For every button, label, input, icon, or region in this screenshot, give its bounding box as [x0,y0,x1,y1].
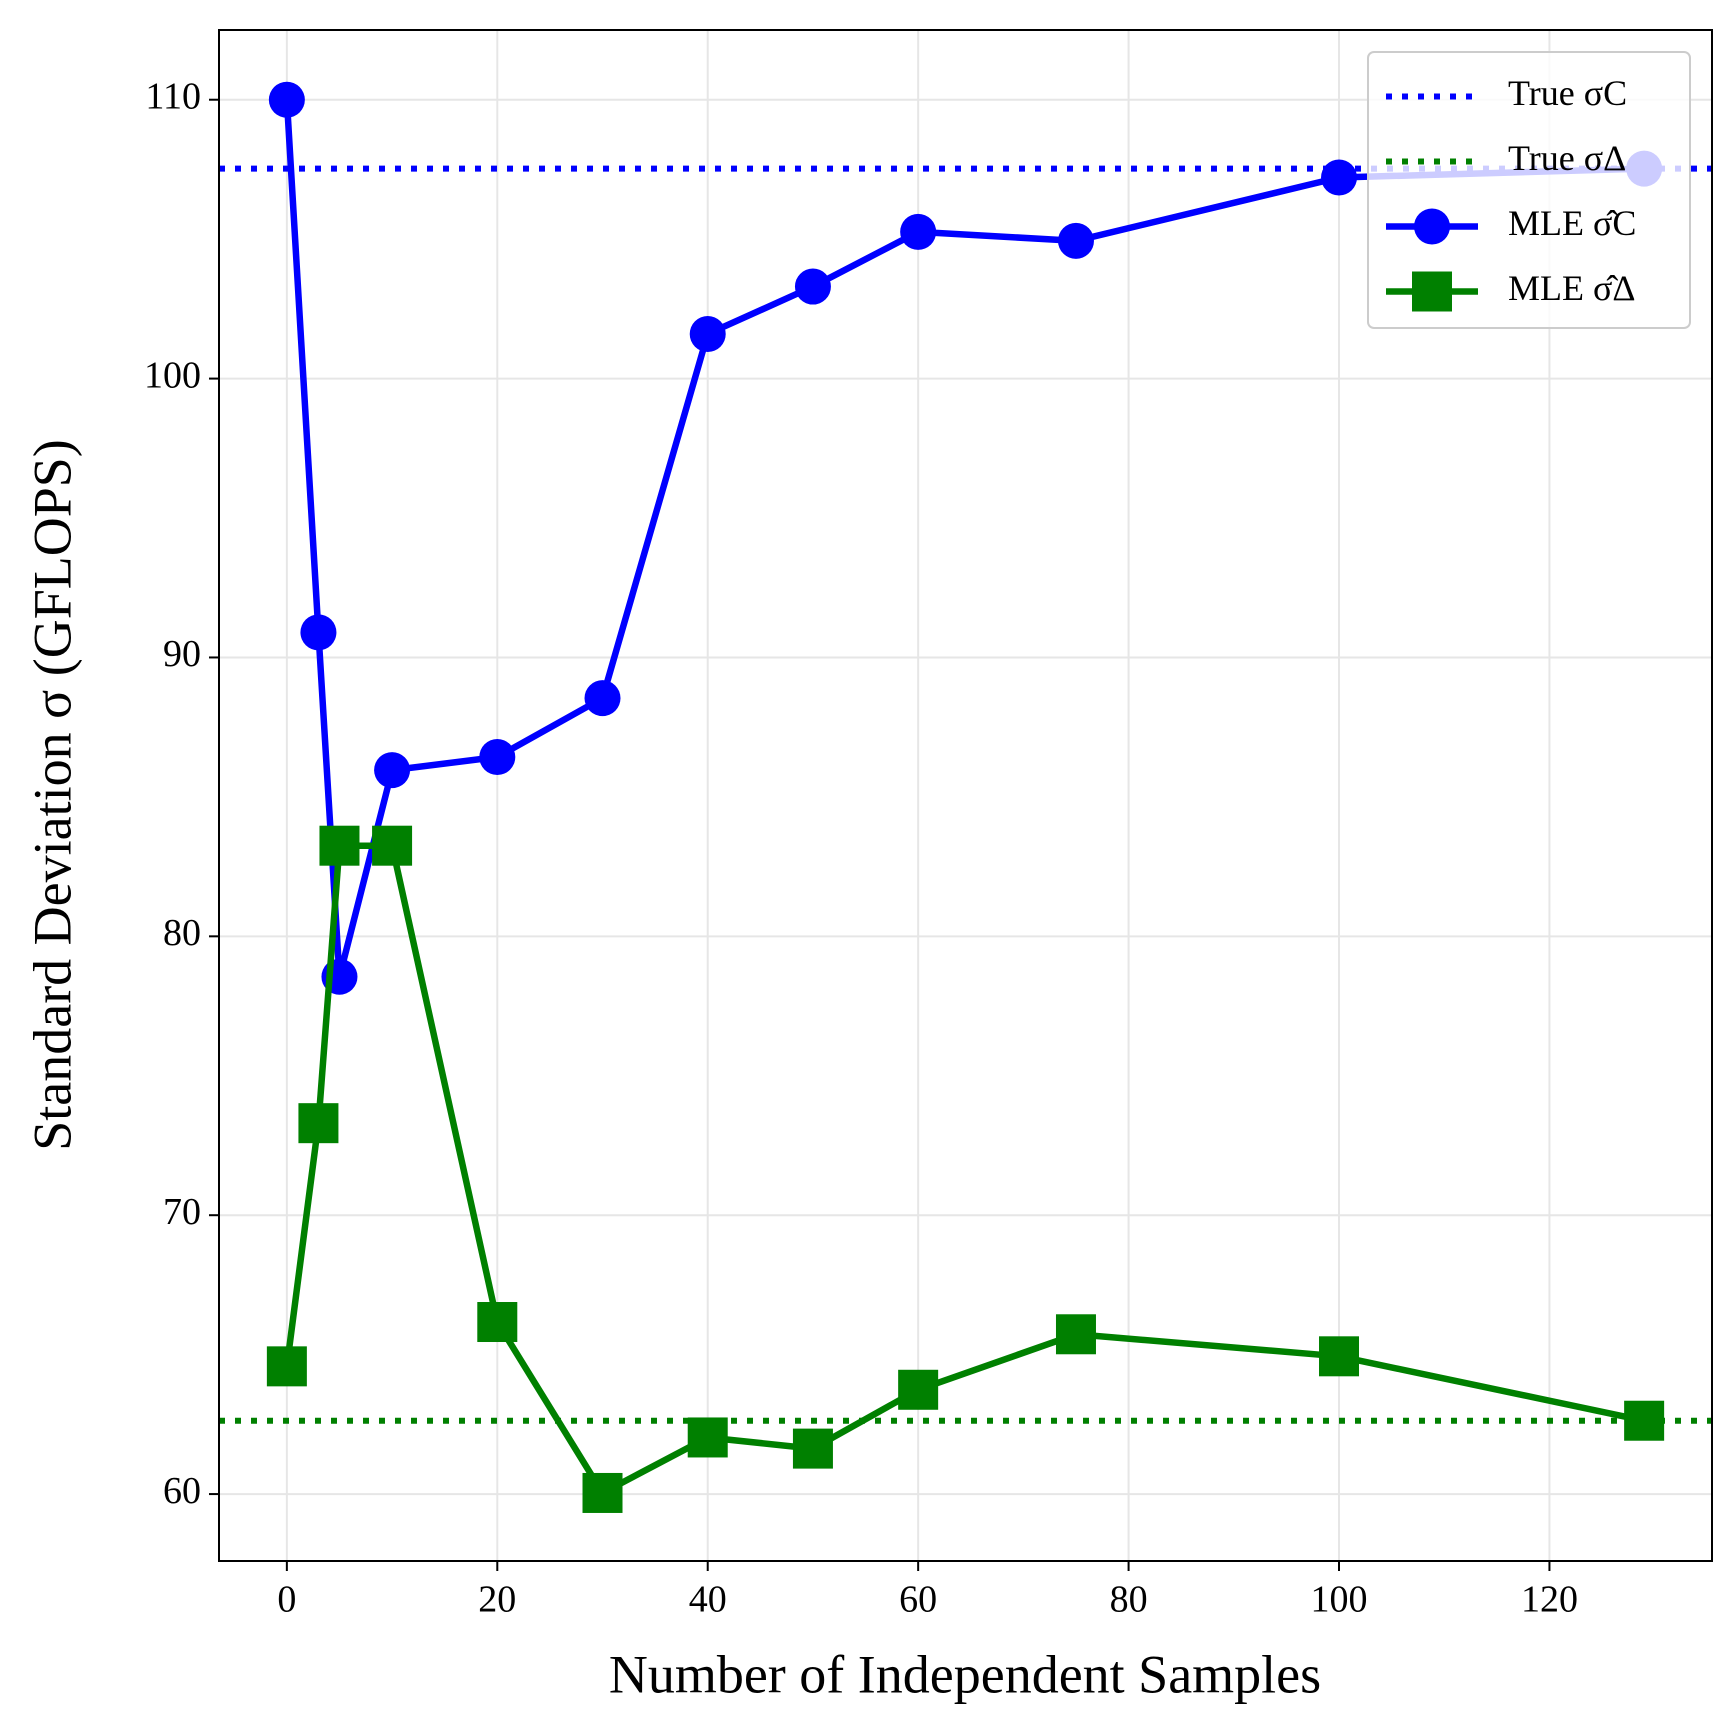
point [372,825,413,866]
point [584,680,621,717]
point [479,739,516,776]
point [1319,1336,1360,1377]
legend-marker [1414,208,1450,245]
point [266,1346,307,1387]
legend-label: True σC [1508,73,1627,113]
x-tick-label: 80 [1110,1579,1148,1621]
y-tick-label: 60 [163,1470,201,1512]
point [1057,222,1094,259]
x-tick-label: 120 [1521,1579,1578,1621]
point [1055,1314,1096,1355]
legend-label: MLE σ̂Δ [1508,268,1636,308]
series-line [283,842,1645,1497]
legend-marker [1412,271,1452,312]
y-tick-label: 80 [163,912,201,954]
legend: True σC True σΔ MLE σ̂C MLE σ̂Δ [1367,51,1691,329]
legend-label: MLE σ̂C [1508,203,1636,243]
x-tick-label: 0 [277,1579,296,1621]
point [268,81,305,118]
y-tick-label: 90 [163,633,201,675]
legend-box [1367,51,1691,329]
point [1321,159,1358,196]
y-tick-label: 100 [144,354,201,396]
y-tick-label: 110 [145,75,201,117]
x-tick-label: 40 [689,1579,727,1621]
point [298,1103,339,1144]
point [898,1369,939,1410]
point [792,1428,833,1469]
point [1624,1400,1665,1441]
x-tick-label: 20 [478,1579,516,1621]
plot-frame [218,29,1713,1562]
point [794,268,831,305]
point [582,1472,623,1513]
point [687,1417,728,1458]
point [900,213,937,250]
point [319,825,360,866]
plot-area [219,81,1712,1513]
legend-label: True σΔ [1508,138,1626,178]
x-tick-label: 100 [1311,1579,1368,1621]
point [689,315,726,352]
y-axis-label: Standard Deviation σ (GFLOPS) [22,439,82,1151]
x-axis-label: Number of Independent Samples [609,1644,1321,1704]
point [300,614,337,651]
x-tick-label: 60 [899,1579,937,1621]
point [374,752,411,789]
point [477,1302,518,1343]
y-tick-label: 70 [163,1191,201,1233]
